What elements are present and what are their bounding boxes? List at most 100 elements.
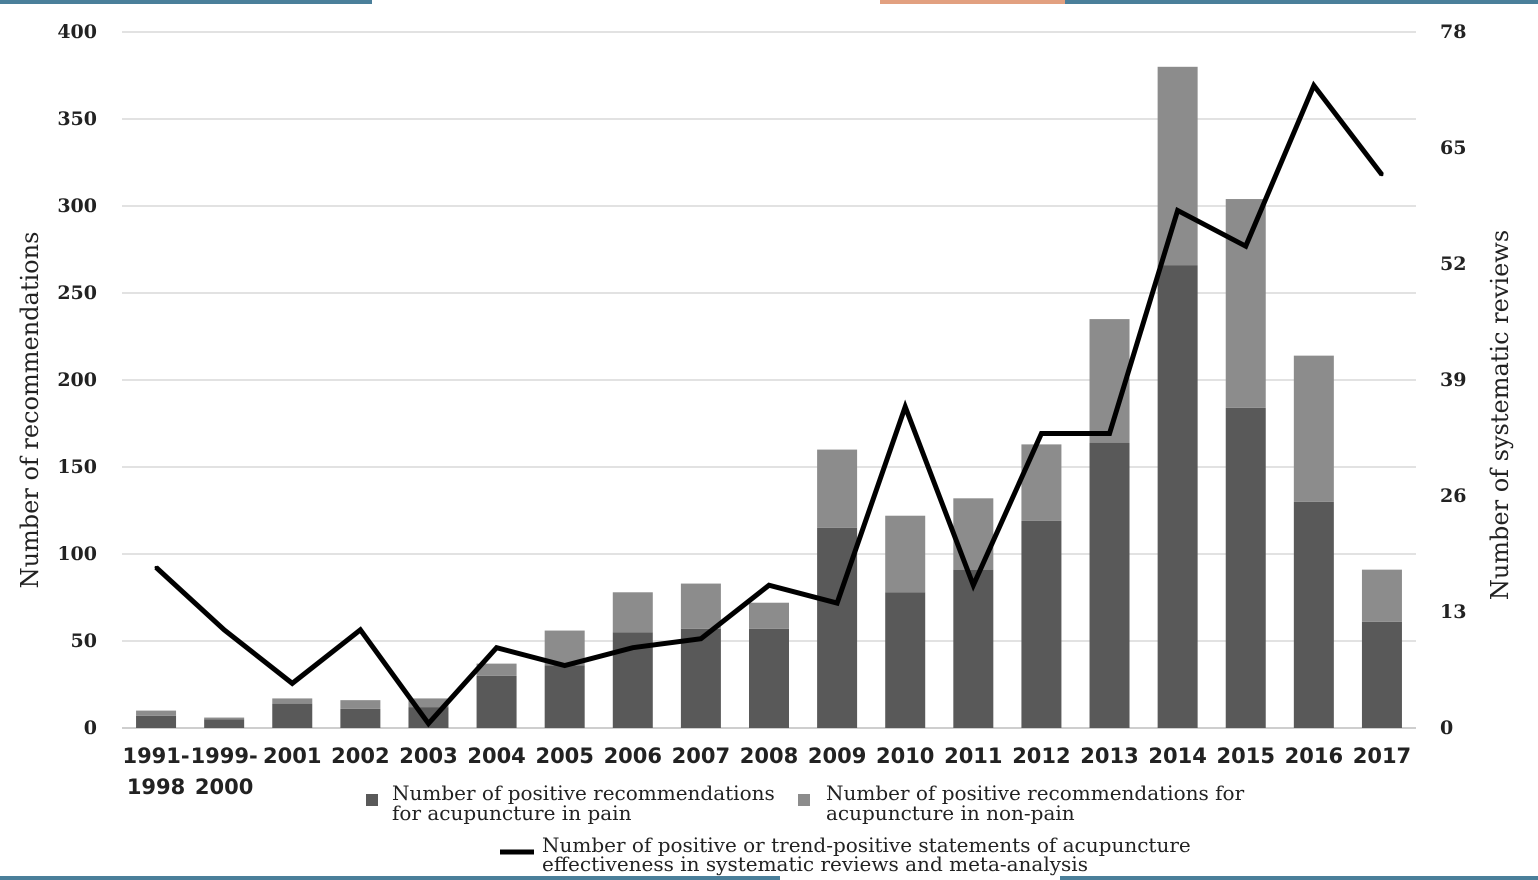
bar-pain (340, 708, 381, 728)
left-axis-label: Number of recommendations (16, 232, 44, 589)
top-edge-band-accent (880, 0, 1065, 4)
legend-label-nonpain-line2: acupuncture in non-pain (826, 801, 1075, 825)
x-tick-label: 2014 (1148, 744, 1206, 768)
bar-nonpain (612, 592, 653, 633)
line-point (222, 628, 226, 632)
left-tick-label: 100 (57, 543, 97, 565)
bar-nonpain (749, 602, 789, 629)
bar-pain (1157, 265, 1198, 728)
x-tick-label: 2007 (672, 744, 730, 768)
bar-pain (1021, 520, 1062, 728)
left-tick-label: 50 (71, 630, 97, 652)
bar-nonpain (817, 449, 858, 528)
line-point (971, 583, 975, 587)
x-tick-label: 1998 (127, 775, 185, 799)
bar-nonpain (272, 698, 313, 704)
x-tick-label: 2016 (1285, 744, 1343, 768)
legend-label-pain-line2: for acupuncture in pain (392, 801, 632, 825)
left-tick-label: 300 (57, 195, 97, 217)
bar-nonpain (204, 717, 245, 720)
right-tick-label: 13 (1440, 601, 1466, 623)
bar-pain (680, 628, 721, 728)
x-tick-label: 2000 (195, 775, 253, 799)
right-tick-label: 52 (1440, 253, 1466, 275)
line-point (1108, 432, 1112, 436)
x-tick-label: 2005 (535, 744, 593, 768)
line-point (631, 646, 635, 650)
line-point (426, 722, 430, 726)
bar-nonpain (1157, 66, 1198, 266)
bar-pain (136, 715, 177, 728)
x-tick-label: 2013 (1080, 744, 1138, 768)
bar-nonpain (1089, 319, 1130, 443)
bar-pain (953, 569, 994, 728)
x-tick-label: 2006 (604, 744, 662, 768)
left-tick-label: 250 (57, 282, 97, 304)
line-point (1039, 432, 1043, 436)
bar-nonpain (1361, 569, 1402, 622)
bar-pain (476, 675, 517, 728)
line-point (563, 664, 567, 668)
bar-pain (749, 628, 789, 728)
line-point (835, 601, 839, 605)
line-point (154, 565, 158, 569)
line-point (1380, 173, 1384, 177)
line-point (1244, 244, 1248, 248)
line-point (495, 646, 499, 650)
bar-nonpain (476, 663, 517, 676)
x-tick-label: 2009 (808, 744, 866, 768)
x-tick-label: 2011 (944, 744, 1002, 768)
bar-series (136, 66, 1402, 728)
legend-label-line-line1: Number of positive or trend-positive sta… (542, 833, 1191, 857)
right-tick-label: 39 (1440, 369, 1466, 391)
left-tick-label: 200 (57, 369, 97, 391)
right-tick-label: 65 (1440, 137, 1466, 159)
bar-pain (1089, 442, 1130, 728)
bar-pain (1293, 501, 1334, 728)
bar-nonpain (408, 698, 449, 708)
bar-pain (885, 592, 926, 728)
line-point (1176, 208, 1180, 212)
x-tick-label: 2003 (399, 744, 457, 768)
line-series (154, 80, 1384, 728)
right-axis-ticks: 0 13 26 39 52 65 78 (1440, 21, 1466, 739)
left-tick-label: 150 (57, 456, 97, 478)
right-axis-label: Number of systematic reviews (1486, 230, 1514, 600)
bottom-edge-band-right (1060, 876, 1538, 880)
legend-swatch-nonpain (798, 794, 810, 806)
x-tick-label: 2012 (1012, 744, 1070, 768)
x-tick-label: 2008 (740, 744, 798, 768)
line-point (358, 628, 362, 632)
x-tick-label: 2015 (1217, 744, 1275, 768)
bar-pain (1361, 621, 1402, 728)
bar-nonpain (1293, 355, 1334, 502)
bar-nonpain (1225, 199, 1266, 408)
bar-pain (204, 719, 245, 728)
right-tick-label: 78 (1440, 21, 1466, 43)
line-point (699, 637, 703, 641)
line-point (1312, 84, 1316, 88)
line-point (903, 405, 907, 409)
bar-nonpain (885, 515, 926, 593)
legend-label-nonpain-line1: Number of positive recommendations for (826, 781, 1245, 805)
line-point (290, 681, 294, 685)
x-tick-label: 1991- (122, 744, 189, 768)
x-tick-label: 2010 (876, 744, 934, 768)
legend-label-line-line2: effectiveness in systematic reviews and … (542, 852, 1088, 876)
bottom-edge-band (0, 876, 780, 880)
bar-pain (272, 703, 313, 728)
bar-nonpain (340, 700, 381, 709)
top-edge-band-right (1065, 0, 1538, 4)
top-edge-band (0, 0, 372, 4)
x-tick-label: 1999- (191, 744, 258, 768)
right-tick-label: 0 (1440, 717, 1453, 739)
bar-pain (544, 665, 585, 728)
right-tick-label: 26 (1440, 485, 1466, 507)
x-tick-label: 2017 (1353, 744, 1411, 768)
bar-nonpain (680, 583, 721, 629)
left-tick-label: 0 (84, 717, 97, 739)
left-axis-ticks: 0 50 100 150 200 250 300 350 400 (57, 21, 97, 739)
left-tick-label: 400 (57, 21, 97, 43)
